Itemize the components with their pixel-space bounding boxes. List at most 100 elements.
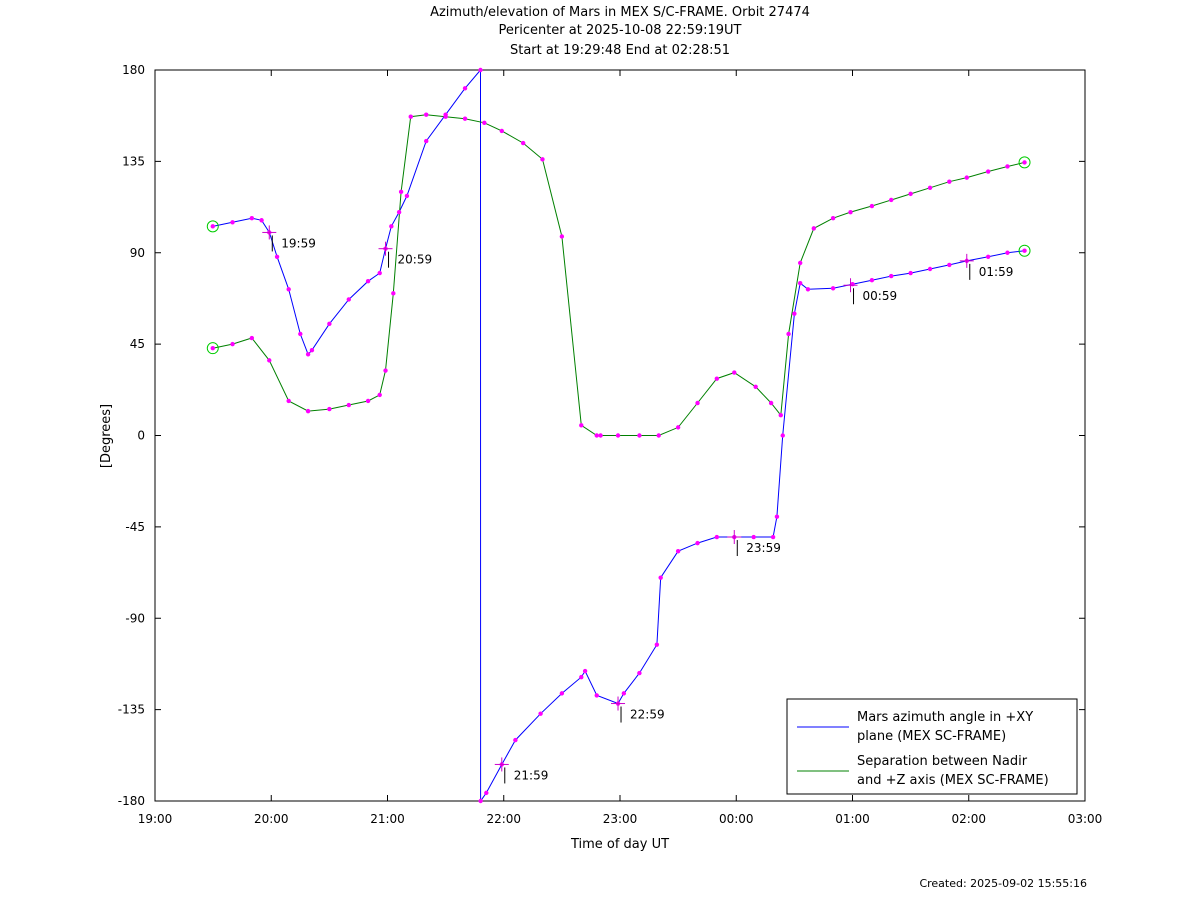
- data-point: [259, 218, 264, 223]
- data-point: [424, 138, 429, 144]
- y-tick-label: 45: [130, 337, 145, 351]
- data-point: [396, 209, 402, 215]
- created-timestamp: Created: 2025-09-02 15:55:16: [919, 877, 1087, 890]
- legend: Mars azimuth angle in +XY plane (MEX SC-F…: [786, 698, 1078, 795]
- data-point: [540, 157, 545, 162]
- data-point: [889, 197, 894, 203]
- y-tick-label: 180: [122, 63, 145, 77]
- data-point: [365, 278, 371, 284]
- x-tick-label: 21:00: [370, 812, 405, 826]
- legend-entry-0: plane (MEX SC-FRAME): [857, 729, 1006, 744]
- data-point: [768, 400, 774, 406]
- data-point: [398, 189, 404, 195]
- legend-entry-1: and +Z axis (MEX SC-FRAME): [857, 773, 1049, 788]
- legend-entry-1: Separation between Nadir: [857, 754, 1028, 769]
- data-point: [594, 693, 599, 698]
- data-point: [637, 670, 642, 676]
- data-point: [520, 140, 526, 146]
- data-point: [830, 286, 836, 291]
- data-point: [927, 185, 933, 190]
- data-point: [484, 790, 489, 796]
- start-marker: [206, 220, 219, 233]
- data-point: [210, 345, 215, 351]
- data-point: [478, 798, 483, 804]
- y-tick-label: -90: [125, 611, 145, 625]
- hour-label: 01:59: [979, 265, 1014, 279]
- legend-box: [786, 698, 1078, 795]
- data-point: [513, 737, 518, 743]
- data-point: [559, 691, 565, 696]
- x-tick-label: 02:00: [951, 812, 986, 826]
- hour-label: 22:59: [630, 708, 665, 722]
- data-point: [424, 112, 429, 117]
- data-point: [985, 169, 991, 174]
- end-marker: [1018, 156, 1031, 169]
- y-tick-label: -135: [118, 703, 145, 717]
- data-point: [654, 642, 660, 647]
- hour-label: 00:59: [863, 289, 898, 303]
- data-point: [346, 297, 351, 302]
- data-point: [408, 114, 413, 119]
- hour-label: 19:59: [281, 236, 316, 250]
- data-point: [286, 287, 291, 292]
- data-point: [377, 270, 382, 276]
- data-point: [753, 384, 758, 389]
- data-point: [274, 254, 280, 260]
- data-point: [848, 209, 853, 215]
- data-point: [908, 191, 913, 197]
- y-tick-label: -180: [118, 794, 145, 808]
- hour-label: 20:59: [398, 253, 433, 267]
- data-point: [230, 341, 235, 347]
- y-tick-label: 0: [137, 429, 145, 443]
- data-point: [499, 128, 504, 134]
- data-point: [443, 114, 448, 119]
- data-point: [658, 575, 663, 580]
- marks-layer: 19:59 20:59 21:59 22:59 23:59 00:59 01:59: [206, 67, 1031, 804]
- data-point: [230, 220, 235, 225]
- data-point: [811, 226, 816, 231]
- data-point: [327, 321, 332, 327]
- x-tick-label: 22:00: [486, 812, 521, 826]
- data-point: [780, 433, 785, 438]
- data-point: [786, 331, 791, 337]
- data-point: [1005, 164, 1010, 169]
- data-point: [582, 668, 588, 674]
- data-point: [770, 534, 776, 540]
- data-point: [478, 67, 483, 73]
- data-point: [774, 514, 780, 519]
- data-point: [559, 234, 565, 239]
- data-point: [462, 116, 468, 121]
- data-point: [732, 370, 737, 375]
- data-point: [383, 368, 388, 373]
- y-tick-label: -45: [125, 520, 145, 534]
- legend-entry-0: Mars azimuth angle in +XY: [857, 710, 1033, 725]
- data-point: [249, 335, 255, 341]
- data-point: [656, 433, 661, 438]
- data-point: [327, 406, 332, 412]
- data-point: [377, 392, 382, 398]
- data-point: [1022, 160, 1027, 165]
- chart-title-line-3: Start at 19:29:48 End at 02:28:51: [509, 43, 731, 58]
- data-point: [210, 224, 215, 229]
- data-point: [675, 425, 681, 430]
- data-point: [1005, 250, 1010, 255]
- data-point: [869, 277, 875, 283]
- data-point: [391, 291, 396, 296]
- data-point: [615, 433, 621, 438]
- data-point: [462, 86, 468, 91]
- data-point: [365, 398, 371, 404]
- data-point: [594, 433, 599, 438]
- data-point: [346, 402, 351, 408]
- x-tick-label: 03:00: [1068, 812, 1103, 826]
- axes: 19:00 20:00 21:00 22:00 23:00 00:00 01:00 02:00…: [118, 63, 1103, 826]
- data-point: [908, 270, 913, 276]
- series-line-1: [212, 114, 1025, 436]
- data-point: [286, 398, 291, 404]
- data-point: [830, 216, 836, 221]
- data-point: [797, 281, 803, 286]
- data-point: [621, 691, 627, 696]
- data-point: [947, 179, 952, 184]
- y-axis-label: [Degrees]: [99, 404, 114, 468]
- chart-title-line-1: Azimuth/elevation of Mars in MEX S/C-FRA…: [430, 5, 810, 20]
- data-point: [404, 193, 410, 199]
